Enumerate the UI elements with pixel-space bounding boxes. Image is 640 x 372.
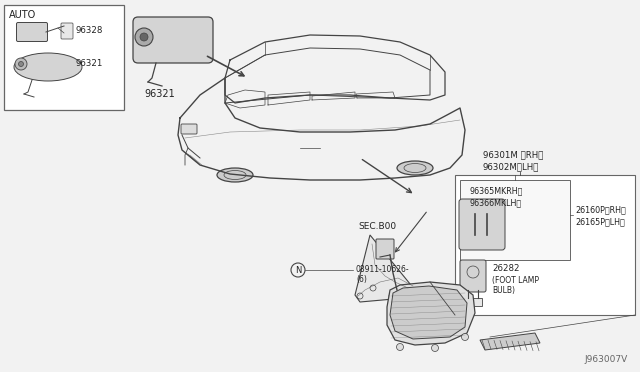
- FancyBboxPatch shape: [61, 23, 73, 39]
- Circle shape: [461, 334, 468, 340]
- FancyBboxPatch shape: [455, 175, 635, 315]
- FancyBboxPatch shape: [4, 5, 124, 110]
- Text: N: N: [295, 266, 301, 275]
- Polygon shape: [390, 286, 467, 339]
- Ellipse shape: [397, 161, 433, 175]
- Circle shape: [19, 61, 24, 67]
- Circle shape: [135, 28, 153, 46]
- FancyBboxPatch shape: [181, 124, 197, 134]
- FancyBboxPatch shape: [460, 180, 570, 260]
- Polygon shape: [480, 333, 540, 350]
- Text: 26160P〈RH〉: 26160P〈RH〉: [575, 205, 626, 214]
- FancyBboxPatch shape: [464, 298, 482, 306]
- Polygon shape: [355, 235, 415, 302]
- Ellipse shape: [14, 53, 82, 81]
- Text: (FOOT LAMP
BULB): (FOOT LAMP BULB): [492, 276, 539, 295]
- Text: 96321: 96321: [75, 59, 102, 68]
- Circle shape: [397, 343, 403, 350]
- Text: AUTO: AUTO: [9, 10, 36, 20]
- Text: 96365MKRH〉: 96365MKRH〉: [470, 186, 524, 195]
- Polygon shape: [387, 282, 475, 345]
- Text: 96302M〈LH〉: 96302M〈LH〉: [483, 162, 540, 171]
- FancyBboxPatch shape: [133, 17, 213, 63]
- Text: J963007V: J963007V: [585, 355, 628, 364]
- Text: 08911-10626-: 08911-10626-: [356, 265, 410, 274]
- FancyBboxPatch shape: [376, 239, 394, 259]
- Text: 96321: 96321: [145, 89, 175, 99]
- Text: 96366MKLH〉: 96366MKLH〉: [470, 198, 522, 207]
- Ellipse shape: [217, 168, 253, 182]
- Text: 26165P〈LH〉: 26165P〈LH〉: [575, 217, 625, 226]
- Text: SEC.B00: SEC.B00: [358, 222, 396, 231]
- Text: 26282: 26282: [492, 264, 520, 273]
- FancyBboxPatch shape: [459, 199, 505, 250]
- Circle shape: [431, 344, 438, 352]
- Text: 96328: 96328: [75, 26, 102, 35]
- FancyBboxPatch shape: [17, 22, 47, 42]
- Text: 96301M 〈RH〉: 96301M 〈RH〉: [483, 150, 543, 159]
- FancyBboxPatch shape: [460, 260, 486, 292]
- Circle shape: [15, 58, 27, 70]
- Text: (6): (6): [356, 275, 367, 284]
- Circle shape: [140, 33, 148, 41]
